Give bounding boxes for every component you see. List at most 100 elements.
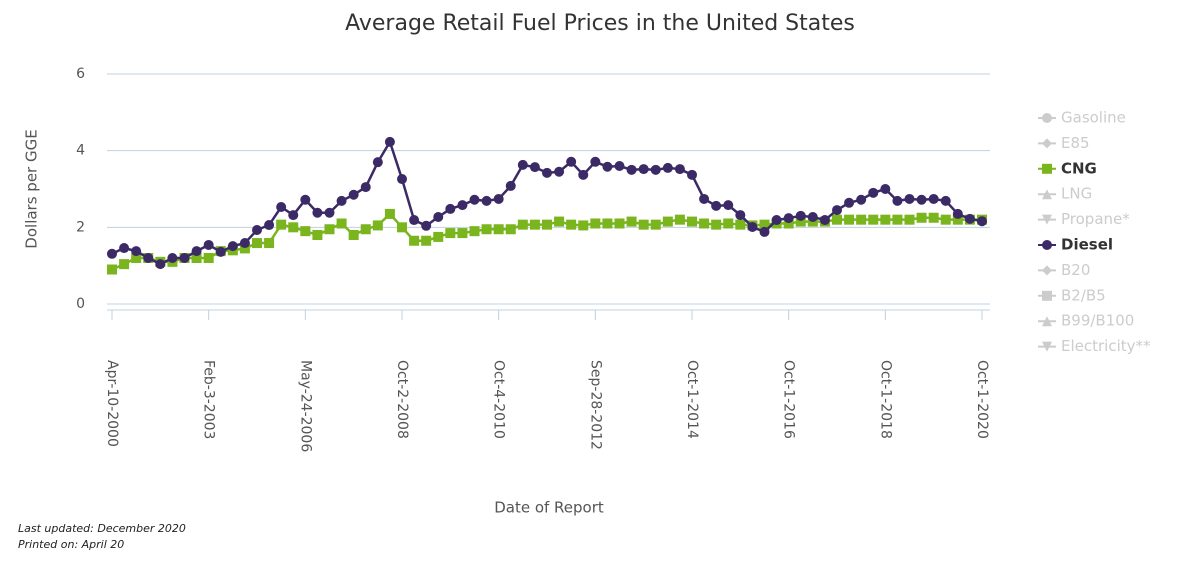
data-point	[662, 216, 673, 227]
data-point	[203, 253, 214, 263]
data-point	[215, 246, 226, 257]
legend-marker	[1042, 240, 1052, 250]
data-point	[868, 187, 879, 198]
y-tick-label: 0	[76, 296, 85, 312]
data-point	[517, 159, 528, 170]
legend-label: B20	[1061, 261, 1090, 279]
x-tick-label: Oct-2-2008	[394, 360, 410, 439]
data-point	[711, 219, 722, 230]
data-point	[856, 214, 867, 225]
data-point	[952, 214, 963, 225]
x-axis-label: Date of Report	[494, 499, 604, 517]
data-point	[336, 218, 347, 229]
legend-marker	[1042, 189, 1052, 200]
data-point	[167, 253, 178, 263]
data-point	[469, 226, 480, 237]
data-point	[481, 224, 492, 235]
data-point	[880, 214, 891, 225]
legend-label: LNG	[1061, 185, 1092, 203]
data-point	[578, 169, 589, 180]
data-point	[771, 215, 782, 226]
data-point	[542, 219, 552, 230]
data-point	[940, 214, 951, 225]
data-point	[892, 214, 903, 225]
data-point	[638, 164, 649, 175]
data-point	[372, 157, 383, 168]
data-point	[735, 219, 746, 230]
data-point	[904, 214, 915, 225]
data-point	[892, 195, 903, 206]
data-point	[131, 253, 142, 263]
data-point	[554, 166, 565, 177]
data-point	[928, 212, 939, 223]
data-point	[964, 213, 975, 224]
data-point	[916, 212, 927, 223]
data-point	[360, 224, 371, 235]
data-point	[433, 231, 444, 242]
data-point	[505, 224, 516, 235]
x-tick-label: May-24-2006	[297, 360, 313, 452]
data-point	[590, 156, 601, 167]
x-tick-label: Oct-1-2014	[684, 360, 700, 439]
data-point	[614, 161, 625, 171]
data-point	[687, 169, 697, 180]
data-point	[807, 211, 818, 222]
data-point	[832, 214, 842, 225]
data-point	[517, 219, 528, 230]
data-point	[566, 219, 577, 230]
data-point	[952, 208, 963, 219]
data-point	[832, 205, 842, 216]
legend-marker	[1042, 290, 1052, 301]
data-point	[312, 207, 323, 218]
data-point	[602, 161, 613, 172]
data-point	[397, 222, 407, 233]
y-axis-label: Dollars per GGE	[23, 129, 41, 248]
x-tick-label: Oct-1-2018	[877, 360, 893, 439]
data-point	[384, 208, 395, 219]
data-point	[650, 164, 661, 175]
data-point	[336, 195, 347, 206]
data-point	[276, 219, 287, 230]
data-point	[856, 194, 867, 205]
data-point	[239, 238, 250, 249]
x-tick-label: Sep-28-2012	[587, 360, 603, 450]
data-point	[481, 195, 492, 206]
data-point	[348, 189, 359, 200]
legend-label: E85	[1061, 134, 1090, 152]
data-point	[397, 174, 407, 185]
data-point	[977, 216, 987, 227]
data-point	[783, 218, 794, 229]
data-point	[602, 218, 613, 229]
data-point	[276, 202, 287, 213]
data-point	[409, 235, 420, 246]
data-point	[179, 253, 190, 263]
data-point	[493, 193, 504, 204]
y-tick-label: 2	[76, 219, 85, 235]
data-point	[107, 248, 117, 259]
data-point	[372, 220, 383, 231]
data-point	[119, 243, 130, 254]
data-point	[759, 219, 770, 230]
data-point	[844, 214, 855, 225]
data-point	[493, 224, 504, 235]
data-point	[590, 218, 601, 229]
data-point	[578, 220, 589, 231]
data-point	[699, 218, 710, 229]
legend-label: Electricity**	[1061, 337, 1151, 355]
data-point	[711, 200, 722, 211]
legend-marker	[1042, 341, 1052, 352]
x-tick-label: Oct-1-2016	[781, 360, 797, 439]
data-point	[143, 253, 154, 263]
data-point	[650, 219, 661, 230]
data-point	[844, 197, 855, 208]
data-point	[421, 235, 432, 246]
data-point	[674, 214, 685, 225]
data-point	[191, 246, 202, 257]
footnote: Printed on: April 20	[18, 538, 124, 551]
data-point	[191, 253, 202, 263]
data-point	[759, 226, 770, 237]
data-point	[264, 220, 275, 231]
data-point	[626, 164, 637, 175]
data-point	[940, 195, 951, 206]
